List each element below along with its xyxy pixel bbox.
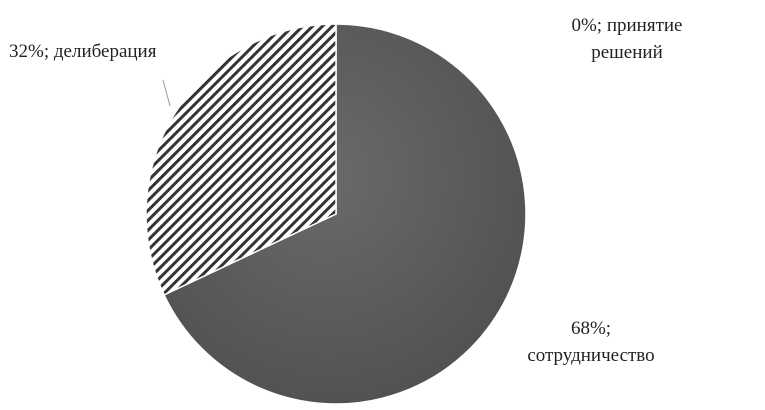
label-deliberation: 32%; делиберация <box>9 41 157 62</box>
leader-line-deliberation <box>162 79 171 107</box>
label-decision-making-line1: 0%; принятие <box>571 15 682 36</box>
pie-slice-делиберация <box>145 23 337 296</box>
label-decision-making-line2: решений <box>591 42 663 63</box>
label-cooperation-line1: 68%; <box>571 318 611 339</box>
pie-slice-сотрудничество <box>163 23 527 405</box>
slices-layer <box>145 23 527 405</box>
label-cooperation-line2: сотрудничество <box>527 345 654 366</box>
